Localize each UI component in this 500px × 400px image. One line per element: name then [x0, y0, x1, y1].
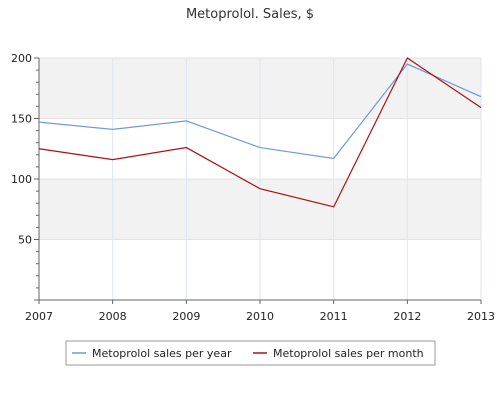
legend-label-year: Metoprolol sales per year [92, 347, 232, 360]
x-tick-label: 2009 [172, 310, 200, 323]
y-tick-label: 100 [11, 173, 32, 186]
series-line-month [38, 57, 482, 208]
legend-label-month: Metoprolol sales per month [273, 347, 424, 360]
vertical-gridlines [112, 58, 482, 300]
legend-box [65, 340, 436, 366]
x-tick-label: 2008 [99, 310, 127, 323]
series-lines [38, 57, 482, 208]
legend: Metoprolol sales per year Metoprolol sal… [65, 340, 436, 366]
y-tick-label: 200 [11, 52, 32, 65]
chart-title: Metoprolol. Sales, $ [186, 7, 314, 22]
x-tick-label: 2012 [393, 310, 421, 323]
axes [34, 57, 482, 304]
x-tick-label: 2010 [246, 310, 274, 323]
series-line-year [38, 63, 482, 160]
x-tick-label: 2011 [320, 310, 348, 323]
x-tick-label: 2013 [467, 310, 495, 323]
y-tick-label: 150 [11, 113, 32, 126]
y-tick-labels: 50 100 150 200 [11, 52, 32, 247]
x-tick-label: 2007 [25, 310, 53, 323]
x-tick-labels: 2007 2008 2009 2010 2011 2012 2013 [25, 310, 495, 323]
y-tick-label: 50 [18, 234, 32, 247]
